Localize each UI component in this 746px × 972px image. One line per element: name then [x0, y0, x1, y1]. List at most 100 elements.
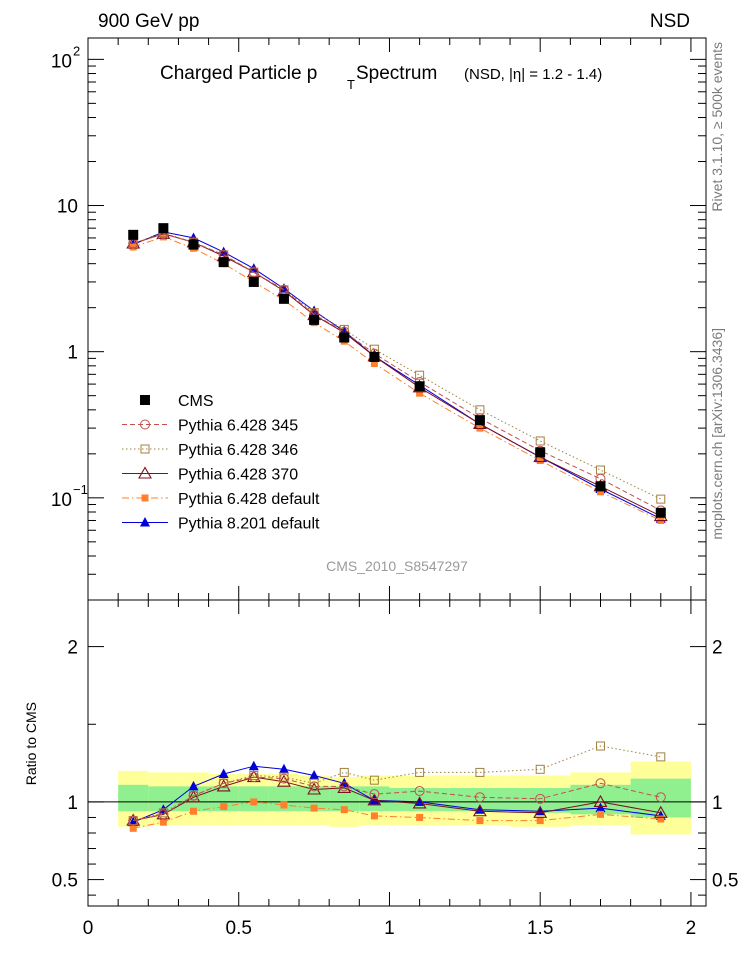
band-inner [449, 787, 511, 812]
data-point-cms [278, 293, 289, 304]
main-y-tick-label: 10 [57, 197, 78, 218]
legend-marker-p370 [138, 466, 152, 479]
ratio-point-pdef [280, 801, 288, 809]
data-point-cms [474, 415, 485, 426]
legend-entry-p8: Pythia 8.201 default [122, 516, 320, 533]
side-label-mcplots: mcplots.cern.ch [arXiv:1306.3436] [709, 328, 725, 540]
legend-entry-p345: Pythia 6.428 345 [122, 418, 298, 435]
ratio-point-p8 [188, 780, 199, 791]
ratio-point-p8 [309, 770, 320, 780]
main-title-text: Charged Particle p [160, 63, 317, 84]
ratio-point-p345 [595, 778, 606, 789]
legend-label-p346: Pythia 6.428 346 [178, 442, 298, 459]
main-y-tick-label-exp: 2 [73, 43, 80, 58]
main-y-tick-label-base: 10 [51, 490, 72, 511]
data-point-pdef [596, 488, 604, 496]
ratio-point-p346 [475, 767, 485, 777]
ratio-series-group [126, 741, 668, 832]
ratio-point-p345 [535, 793, 546, 804]
ratio-point-p370 [472, 804, 487, 817]
ratio-point-p345 [339, 781, 350, 792]
ratio-series-p370 [126, 769, 668, 826]
ratio-point-p346 [415, 767, 425, 777]
ratio-y-tick-label-left: 0.5 [52, 871, 78, 892]
ratio-x-tick-label: 2 [686, 918, 697, 939]
legend: CMS Pythia 6.428 345 Pythia 6.428 346 Pythi… [122, 393, 320, 533]
ratio-point-pdef [596, 810, 604, 818]
ratio-point-p345 [414, 786, 425, 797]
ratio-point-p8 [369, 794, 380, 805]
ratio-x-tick-label: 0 [83, 918, 94, 939]
ratio-point-pdef [416, 813, 424, 821]
legend-label-p345: Pythia 6.428 345 [178, 418, 298, 435]
main-y-tick-label-exp: −1 [73, 482, 88, 497]
ratio-point-p345 [158, 809, 169, 820]
ratio-series-p345 [128, 772, 666, 826]
series-line-p345 [133, 233, 662, 511]
data-point-pdef [536, 457, 544, 465]
data-point-pdef [416, 389, 424, 397]
ratio-point-pdef [536, 817, 544, 825]
data-point-cms [339, 332, 350, 343]
ratio-point-pdef [657, 815, 665, 823]
ratio-y-tick-label-right: 2 [712, 638, 723, 659]
legend-marker-pdef [141, 494, 149, 502]
band-inner [118, 784, 149, 812]
data-point-cms [595, 481, 606, 492]
legend-entry-p370: Pythia 6.428 370 [122, 466, 298, 484]
legend-label-p370: Pythia 6.428 370 [178, 467, 298, 484]
main-y-tick-label: 1 [67, 343, 78, 364]
ratio-x-tick-label: 1.5 [527, 918, 553, 939]
legend-marker-cms [140, 395, 150, 405]
ratio-point-pdef [220, 803, 228, 811]
main-y-tick-label-value: 10 [57, 197, 78, 218]
ratio-point-p345 [218, 778, 229, 789]
ratio-y-tick-label-left: 1 [67, 793, 78, 814]
ratio-y-tick-label-left: 2 [67, 638, 78, 659]
ratio-point-p8 [278, 763, 289, 774]
ratio-point-p345 [369, 789, 380, 800]
ratio-point-p8 [128, 816, 139, 827]
ratio-point-p370 [186, 790, 201, 803]
data-point-cms [128, 229, 139, 240]
data-point-cms [655, 507, 666, 518]
ratio-point-p346 [595, 741, 605, 751]
ratio-point-p345 [655, 792, 666, 803]
ratio-point-p346 [339, 767, 349, 777]
data-point-cms [414, 381, 425, 392]
data-point-cms [218, 257, 229, 268]
ratio-point-p345 [474, 792, 485, 803]
ratio-point-p370 [216, 779, 231, 792]
ratio-point-pdef [190, 807, 198, 815]
ratio-point-p345 [309, 781, 320, 792]
data-point-cms [309, 314, 320, 325]
ratio-point-pdef [476, 817, 484, 825]
series-cms [128, 223, 666, 518]
ratio-point-p345 [278, 773, 289, 784]
ratio-line-pdef [133, 801, 661, 829]
header-right-label: NSD [650, 11, 690, 32]
main-y-ticks [88, 58, 706, 601]
ratio-y-ticks [88, 646, 706, 896]
legend-entry-cms: CMS [140, 393, 214, 410]
ratio-uncertainty-bands [118, 761, 691, 835]
legend-entry-pdef: Pythia 6.428 default [122, 491, 320, 508]
ratio-point-p370 [367, 793, 382, 806]
data-point-cms [248, 276, 259, 287]
ratio-line-p8 [133, 765, 661, 823]
header-left-label: 900 GeV pp [98, 11, 199, 32]
legend-marker-p8 [140, 517, 150, 527]
ratio-series-pdef [129, 798, 665, 832]
ratio-line-p345 [133, 776, 661, 822]
ratio-point-pdef [310, 804, 318, 812]
main-y-tick-label: 10−1 [51, 482, 88, 511]
legend-label-cms: CMS [178, 393, 214, 410]
series-line-pdef [133, 236, 662, 521]
main-y-tick-label-value: 1 [67, 343, 78, 364]
ratio-y-tick-label-right: 0.5 [712, 871, 738, 892]
data-point-cms [188, 239, 199, 250]
data-point-cms [535, 447, 546, 458]
ratio-x-tick-label: 1 [384, 918, 395, 939]
